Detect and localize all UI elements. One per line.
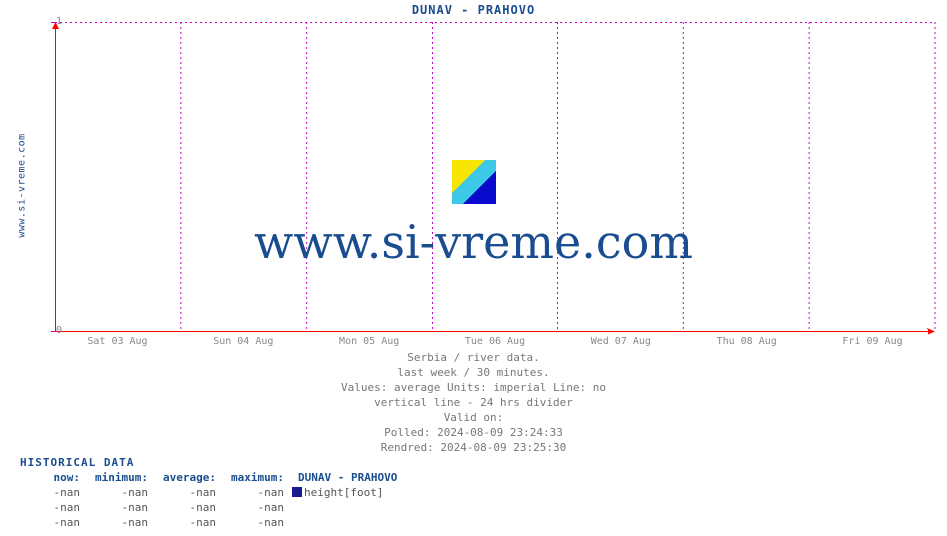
table-row: -nan -nan -nan -nan — [20, 500, 405, 515]
y-tick-0: 0 — [22, 325, 62, 336]
cell: -nan — [88, 515, 156, 530]
historical-title: HISTORICAL DATA — [20, 455, 405, 470]
x-tick: Tue 06 Aug — [465, 336, 525, 347]
unit-cell: height[foot] — [292, 485, 405, 500]
historical-data-block: HISTORICAL DATA now: minimum: average: m… — [20, 455, 405, 530]
cell: -nan — [20, 515, 88, 530]
y-tick-1: 1 — [22, 16, 62, 27]
cell: -nan — [156, 500, 224, 515]
cell: -nan — [20, 485, 88, 500]
col-now: now: — [20, 470, 88, 485]
chart-footer: Serbia / river data. last week / 30 minu… — [0, 350, 947, 455]
cell: -nan — [224, 515, 292, 530]
cell: -nan — [88, 485, 156, 500]
vertical-axis-label: www.si-vreme.com — [17, 133, 28, 237]
unit-label: height[foot] — [304, 486, 383, 499]
footer-line-4: vertical line - 24 hrs divider — [0, 395, 947, 410]
table-header-row: now: minimum: average: maximum: DUNAV - … — [20, 470, 405, 485]
site-logo-icon — [452, 160, 496, 204]
cell: -nan — [156, 485, 224, 500]
x-tick: Sat 03 Aug — [87, 336, 147, 347]
table-row: -nan -nan -nan -nan height[foot] — [20, 485, 405, 500]
historical-table: now: minimum: average: maximum: DUNAV - … — [20, 470, 405, 530]
x-tick: Thu 08 Aug — [717, 336, 777, 347]
cell: -nan — [20, 500, 88, 515]
chart-title: DUNAV - PRAHOVO — [0, 3, 947, 17]
footer-line-6: Polled: 2024-08-09 23:24:33 — [0, 425, 947, 440]
col-maximum: maximum: — [224, 470, 292, 485]
footer-line-7: Rendred: 2024-08-09 23:25:30 — [0, 440, 947, 455]
footer-line-5: Valid on: — [0, 410, 947, 425]
cell: -nan — [224, 485, 292, 500]
footer-line-3: Values: average Units: imperial Line: no — [0, 380, 947, 395]
legend-swatch-icon — [292, 487, 302, 497]
col-minimum: minimum: — [88, 470, 156, 485]
footer-line-1: Serbia / river data. — [0, 350, 947, 365]
col-average: average: — [156, 470, 224, 485]
x-tick: Wed 07 Aug — [591, 336, 651, 347]
table-row: -nan -nan -nan -nan — [20, 515, 405, 530]
cell: -nan — [88, 500, 156, 515]
cell: -nan — [156, 515, 224, 530]
footer-line-2: last week / 30 minutes. — [0, 365, 947, 380]
x-tick: Fri 09 Aug — [842, 336, 902, 347]
cell: -nan — [224, 500, 292, 515]
x-tick: Sun 04 Aug — [213, 336, 273, 347]
series-name: DUNAV - PRAHOVO — [292, 470, 405, 485]
x-tick: Mon 05 Aug — [339, 336, 399, 347]
